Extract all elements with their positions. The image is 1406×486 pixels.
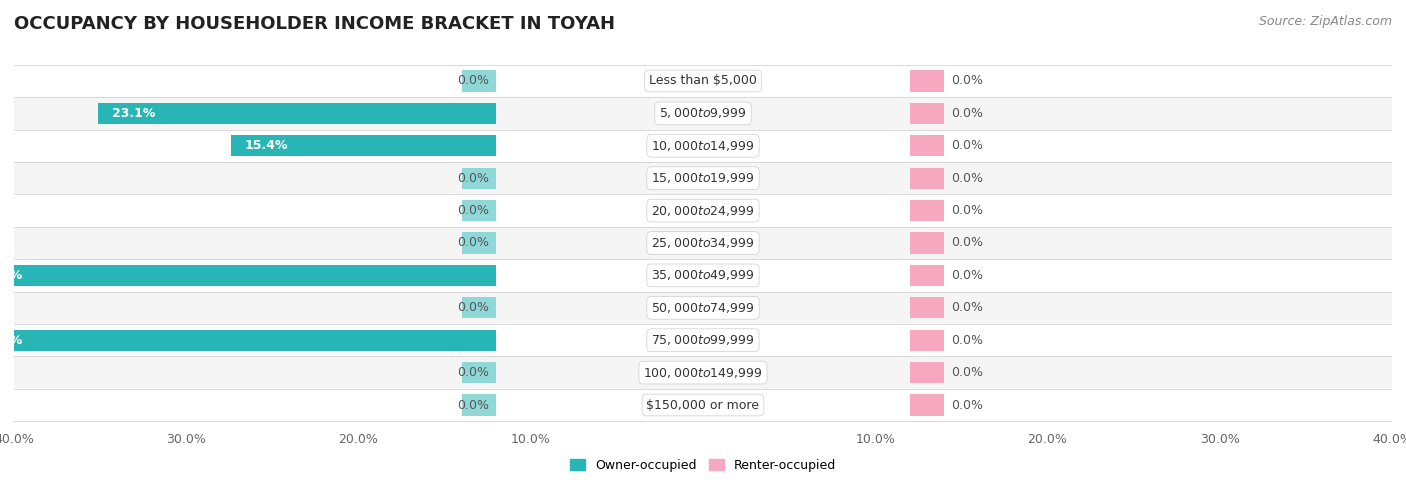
Bar — [461, 395, 496, 416]
Bar — [14, 259, 1392, 292]
Text: 0.0%: 0.0% — [950, 204, 983, 217]
Bar — [461, 168, 496, 189]
Text: 23.1%: 23.1% — [112, 107, 156, 120]
Text: 0.0%: 0.0% — [950, 366, 983, 379]
Text: 0.0%: 0.0% — [950, 399, 983, 412]
Text: 0.0%: 0.0% — [950, 107, 983, 120]
Bar — [910, 70, 945, 91]
Text: 0.0%: 0.0% — [950, 334, 983, 347]
Text: 30.8%: 30.8% — [0, 334, 22, 347]
Text: $35,000 to $49,999: $35,000 to $49,999 — [651, 268, 755, 282]
Text: $15,000 to $19,999: $15,000 to $19,999 — [651, 171, 755, 185]
Text: 0.0%: 0.0% — [950, 139, 983, 152]
Text: 0.0%: 0.0% — [950, 301, 983, 314]
Text: 0.0%: 0.0% — [457, 237, 489, 249]
Text: 0.0%: 0.0% — [950, 237, 983, 249]
Bar — [910, 103, 945, 124]
Bar — [0, 265, 496, 286]
Text: $10,000 to $14,999: $10,000 to $14,999 — [651, 139, 755, 153]
Bar — [14, 227, 1392, 259]
Text: Less than $5,000: Less than $5,000 — [650, 74, 756, 87]
Bar — [910, 265, 945, 286]
Bar — [0, 330, 496, 351]
Text: $75,000 to $99,999: $75,000 to $99,999 — [651, 333, 755, 347]
Text: 30.8%: 30.8% — [0, 269, 22, 282]
Text: OCCUPANCY BY HOUSEHOLDER INCOME BRACKET IN TOYAH: OCCUPANCY BY HOUSEHOLDER INCOME BRACKET … — [14, 15, 614, 33]
Bar — [461, 297, 496, 318]
Bar — [14, 162, 1392, 194]
Text: $50,000 to $74,999: $50,000 to $74,999 — [651, 301, 755, 315]
Text: $100,000 to $149,999: $100,000 to $149,999 — [644, 365, 762, 380]
Bar — [910, 232, 945, 254]
Bar — [14, 292, 1392, 324]
Text: 0.0%: 0.0% — [950, 74, 983, 87]
Bar — [461, 232, 496, 254]
Text: 0.0%: 0.0% — [950, 269, 983, 282]
Bar — [910, 395, 945, 416]
Bar — [910, 297, 945, 318]
Text: 0.0%: 0.0% — [950, 172, 983, 185]
Bar — [14, 194, 1392, 227]
Bar — [461, 362, 496, 383]
Bar — [14, 97, 1392, 130]
Bar — [910, 362, 945, 383]
Text: 15.4%: 15.4% — [245, 139, 288, 152]
Bar — [14, 324, 1392, 356]
Text: 0.0%: 0.0% — [457, 366, 489, 379]
Bar — [231, 135, 496, 156]
Text: Source: ZipAtlas.com: Source: ZipAtlas.com — [1258, 15, 1392, 28]
Text: $150,000 or more: $150,000 or more — [647, 399, 759, 412]
Bar — [14, 65, 1392, 97]
Text: $20,000 to $24,999: $20,000 to $24,999 — [651, 204, 755, 218]
Bar — [910, 330, 945, 351]
Bar — [98, 103, 496, 124]
Bar — [14, 130, 1392, 162]
Bar — [910, 168, 945, 189]
Text: $5,000 to $9,999: $5,000 to $9,999 — [659, 106, 747, 121]
Bar — [910, 135, 945, 156]
Text: 0.0%: 0.0% — [457, 74, 489, 87]
Bar — [910, 200, 945, 221]
Text: 0.0%: 0.0% — [457, 301, 489, 314]
Bar — [461, 70, 496, 91]
Text: $25,000 to $34,999: $25,000 to $34,999 — [651, 236, 755, 250]
Text: 0.0%: 0.0% — [457, 399, 489, 412]
Text: 0.0%: 0.0% — [457, 172, 489, 185]
Bar — [461, 200, 496, 221]
Bar — [14, 356, 1392, 389]
Bar — [14, 389, 1392, 421]
Text: 0.0%: 0.0% — [457, 204, 489, 217]
Legend: Owner-occupied, Renter-occupied: Owner-occupied, Renter-occupied — [565, 454, 841, 477]
